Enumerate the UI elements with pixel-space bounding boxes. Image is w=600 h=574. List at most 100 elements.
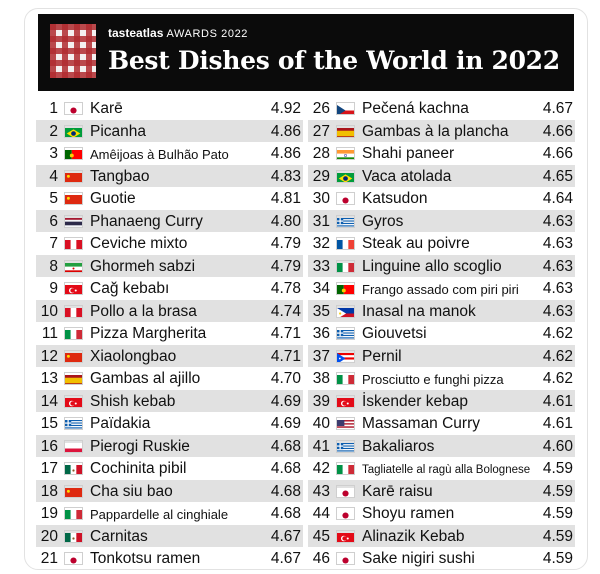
dish-name: Shahi paneer: [362, 145, 455, 162]
dish-name: Cha siu bao: [90, 482, 173, 500]
rank-number: 20: [40, 527, 58, 545]
dish-score: 4.68: [270, 505, 301, 522]
flag-jp-icon: [336, 484, 355, 498]
ranking-column-left: 1 Karē 4.92 2 Picanha 4.86 3 Amêijoas à Bulhão …: [36, 97, 303, 569]
dish-score: 4.63: [542, 257, 573, 275]
dish-score: 4.68: [270, 482, 301, 500]
dish-name: Shoyu ramen: [362, 505, 455, 522]
flag-cz-icon: [336, 102, 355, 115]
awards-label: AWARDS 2022: [166, 28, 249, 40]
rank-number: 15: [40, 415, 58, 432]
ranking-row: 33 Linguine allo scoglio 4.63: [308, 254, 575, 277]
ranking-row: 16 Pierogi Ruskie 4.68: [36, 434, 303, 457]
dish-name: Païdakia: [90, 415, 151, 432]
dish-name: Pečená kachna: [362, 100, 469, 117]
dish-name: Ghormeh sabzi: [90, 257, 196, 275]
dish-score: 4.81: [270, 190, 301, 207]
dish-name: Tagliatelle al ragù alla Bolognese: [362, 464, 531, 476]
ranking-row: 7 Ceviche mixto 4.79: [36, 232, 303, 255]
dish-name: Xiaolongbao: [90, 347, 177, 365]
dish-name: Tangbao: [90, 167, 150, 185]
flag-cn-icon: [64, 169, 83, 183]
rank-number: 38: [312, 370, 330, 387]
dish-name: Frango assado com piri piri: [362, 282, 519, 297]
flag-jp-icon: [336, 192, 355, 205]
dish-name: Pernil: [362, 347, 402, 365]
flag-us-icon: [336, 417, 355, 430]
dish-name: Pollo a la brasa: [90, 302, 197, 320]
flag-jp-icon: [64, 552, 83, 565]
flag-es-icon: [64, 372, 83, 385]
dish-score: 4.67: [270, 527, 301, 545]
flag-cn-icon: [64, 484, 83, 498]
ranking-row: 13 Gambas al ajillo 4.70: [36, 367, 303, 390]
infographic-card: tasteatlas AWARDS 2022 Best Dishes of th…: [24, 8, 588, 570]
flag-gr-icon: [336, 214, 355, 228]
dish-score: 4.63: [542, 235, 573, 252]
ranking-row: 5 Guotie 4.81: [36, 187, 303, 210]
dish-name: Katsudon: [362, 190, 428, 207]
ranking-row: 4 Tangbao 4.83: [36, 164, 303, 187]
flag-mx-icon: [64, 462, 83, 475]
flag-gr-icon: [64, 417, 83, 430]
dish-name: Shish kebab: [90, 392, 176, 410]
flag-tr-icon: [336, 394, 355, 408]
ranking-row: 34 Frango assado com piri piri 4.63: [308, 277, 575, 300]
rank-number: 3: [49, 145, 58, 162]
dish-score: 4.59: [542, 505, 573, 522]
ranking-row: 9 Cağ kebabı 4.78: [36, 277, 303, 300]
rank-number: 2: [49, 122, 58, 140]
flag-tr-icon: [336, 529, 355, 543]
flag-br-icon: [64, 124, 83, 138]
dish-score: 4.69: [270, 392, 301, 410]
rank-number: 21: [40, 550, 58, 567]
ranking-row: 38 Prosciutto e funghi pizza 4.62: [308, 367, 575, 390]
rank-number: 45: [312, 527, 330, 545]
flag-tr-icon: [64, 282, 83, 295]
rank-number: 44: [312, 505, 330, 522]
ranking-row: 40 Massaman Curry 4.61: [308, 412, 575, 435]
rank-number: 46: [312, 550, 330, 567]
ranking-row: 19 Pappardelle al cinghiale 4.68: [36, 502, 303, 525]
dish-score: 4.66: [542, 122, 573, 140]
rank-number: 13: [40, 370, 58, 387]
flag-jp-icon: [336, 507, 355, 520]
flag-it-icon: [336, 462, 355, 475]
rank-number: 7: [49, 235, 58, 252]
ranking-row: 35 Inasal na manok 4.63: [308, 299, 575, 322]
rank-number: 33: [312, 257, 330, 275]
ranking-row: 14 Shish kebab 4.69: [36, 389, 303, 412]
rank-number: 18: [40, 482, 58, 500]
flag-mx-icon: [64, 529, 83, 543]
dish-score: 4.63: [542, 212, 573, 230]
dish-score: 4.62: [542, 325, 573, 342]
dish-name: Pierogi Ruskie: [90, 437, 190, 455]
tasteatlas-logo: tasteatlas: [108, 26, 164, 40]
rank-number: 43: [312, 482, 330, 500]
ranking-row: 2 Picanha 4.86: [36, 119, 303, 142]
brand-line: tasteatlas AWARDS 2022: [108, 26, 248, 40]
flag-it-icon: [64, 327, 83, 340]
dish-score: 4.69: [270, 415, 301, 432]
flag-it-icon: [336, 372, 355, 385]
dish-name: Prosciutto e funghi pizza: [362, 372, 504, 387]
rank-number: 11: [41, 325, 58, 342]
dish-name: Pappardelle al cinghiale: [90, 507, 229, 522]
ranking-row: 3 Amêijoas à Bulhão Pato 4.86: [36, 142, 303, 165]
ranking-row: 6 Phanaeng Curry 4.80: [36, 209, 303, 232]
flag-gr-icon: [336, 439, 355, 453]
dish-score: 4.71: [270, 347, 301, 365]
dish-score: 4.60: [542, 437, 573, 455]
rank-number: 14: [40, 392, 58, 410]
flag-pt-icon: [336, 282, 355, 295]
rank-number: 40: [312, 415, 330, 432]
dish-name: Inasal na manok: [362, 302, 476, 320]
dish-score: 4.70: [270, 370, 301, 387]
rank-number: 30: [312, 190, 330, 207]
dish-score: 4.71: [270, 325, 301, 342]
rank-number: 29: [312, 167, 330, 185]
dish-score: 4.63: [542, 280, 573, 297]
rank-number: 1: [49, 100, 58, 117]
dish-name: Alinazik Kebab: [362, 527, 465, 545]
ranking-row: 18 Cha siu bao 4.68: [36, 479, 303, 502]
